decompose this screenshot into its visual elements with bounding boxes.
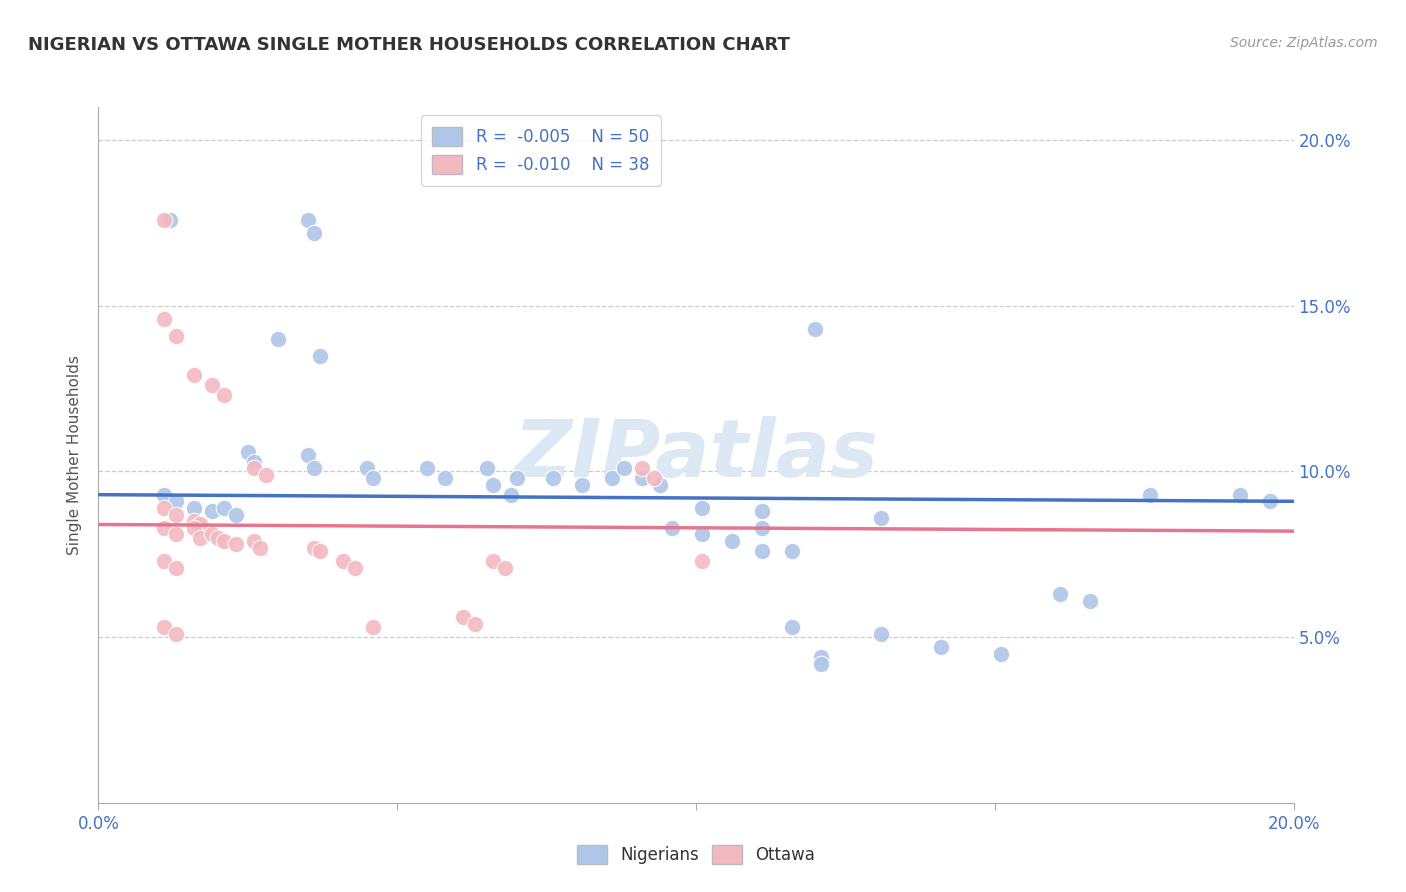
Point — [356, 461, 378, 475]
Point — [481, 477, 505, 491]
Point — [434, 471, 457, 485]
Point — [165, 508, 187, 522]
Text: Source: ZipAtlas.com: Source: ZipAtlas.com — [1230, 36, 1378, 50]
Point — [344, 560, 367, 574]
Point — [225, 537, 247, 551]
Point — [165, 328, 187, 343]
Point — [297, 448, 319, 462]
Point — [302, 541, 325, 555]
Point — [804, 322, 827, 336]
Point — [153, 312, 176, 326]
Point — [1080, 593, 1102, 607]
Point — [990, 647, 1012, 661]
Point — [631, 461, 654, 475]
Point — [153, 620, 176, 634]
Point — [810, 657, 832, 671]
Point — [302, 226, 325, 240]
Point — [751, 544, 773, 558]
Point — [475, 461, 498, 475]
Point — [416, 461, 439, 475]
Point — [201, 527, 224, 541]
Point — [243, 461, 266, 475]
Point — [363, 620, 385, 634]
Point — [297, 212, 319, 227]
Point — [308, 349, 330, 363]
Point — [751, 504, 773, 518]
Point — [363, 471, 385, 485]
Point — [254, 467, 277, 482]
Point — [721, 534, 744, 549]
Point — [249, 541, 271, 555]
Point — [1139, 488, 1161, 502]
Point — [690, 527, 713, 541]
Point — [302, 461, 325, 475]
Point — [690, 554, 713, 568]
Point — [1049, 587, 1071, 601]
Point — [602, 471, 624, 485]
Point — [153, 212, 176, 227]
Point — [494, 560, 516, 574]
Point — [780, 544, 803, 558]
Point — [183, 514, 205, 528]
Point — [506, 471, 529, 485]
Point — [183, 521, 205, 535]
Point — [690, 500, 713, 515]
Point — [165, 560, 187, 574]
Point — [159, 212, 181, 227]
Point — [464, 616, 486, 631]
Point — [451, 610, 474, 624]
Point — [332, 554, 354, 568]
Point — [201, 378, 224, 392]
Point — [183, 500, 205, 515]
Point — [499, 488, 522, 502]
Point — [188, 531, 211, 545]
Point — [1229, 488, 1251, 502]
Point — [243, 534, 266, 549]
Point — [613, 461, 636, 475]
Text: ZIPatlas: ZIPatlas — [513, 416, 879, 494]
Point — [165, 627, 187, 641]
Point — [780, 620, 803, 634]
Point — [308, 544, 330, 558]
Point — [225, 508, 247, 522]
Point — [751, 521, 773, 535]
Point — [153, 521, 176, 535]
Point — [188, 517, 211, 532]
Point — [243, 454, 266, 468]
Point — [541, 471, 564, 485]
Point — [153, 500, 176, 515]
Point — [207, 531, 229, 545]
Point — [661, 521, 683, 535]
Point — [650, 477, 672, 491]
Point — [153, 488, 176, 502]
Point — [165, 494, 187, 508]
Point — [212, 388, 235, 402]
Point — [212, 534, 235, 549]
Point — [1258, 494, 1281, 508]
Point — [929, 640, 952, 654]
Point — [481, 554, 505, 568]
Point — [183, 368, 205, 383]
Point — [267, 332, 290, 346]
Legend: Nigerians, Ottawa: Nigerians, Ottawa — [567, 835, 825, 874]
Point — [631, 471, 654, 485]
Y-axis label: Single Mother Households: Single Mother Households — [67, 355, 83, 555]
Point — [236, 444, 259, 458]
Point — [870, 511, 893, 525]
Point — [201, 504, 224, 518]
Point — [643, 471, 665, 485]
Point — [870, 627, 893, 641]
Point — [571, 477, 593, 491]
Point — [165, 527, 187, 541]
Point — [810, 650, 832, 665]
Point — [153, 554, 176, 568]
Text: NIGERIAN VS OTTAWA SINGLE MOTHER HOUSEHOLDS CORRELATION CHART: NIGERIAN VS OTTAWA SINGLE MOTHER HOUSEHO… — [28, 36, 790, 54]
Point — [212, 500, 235, 515]
